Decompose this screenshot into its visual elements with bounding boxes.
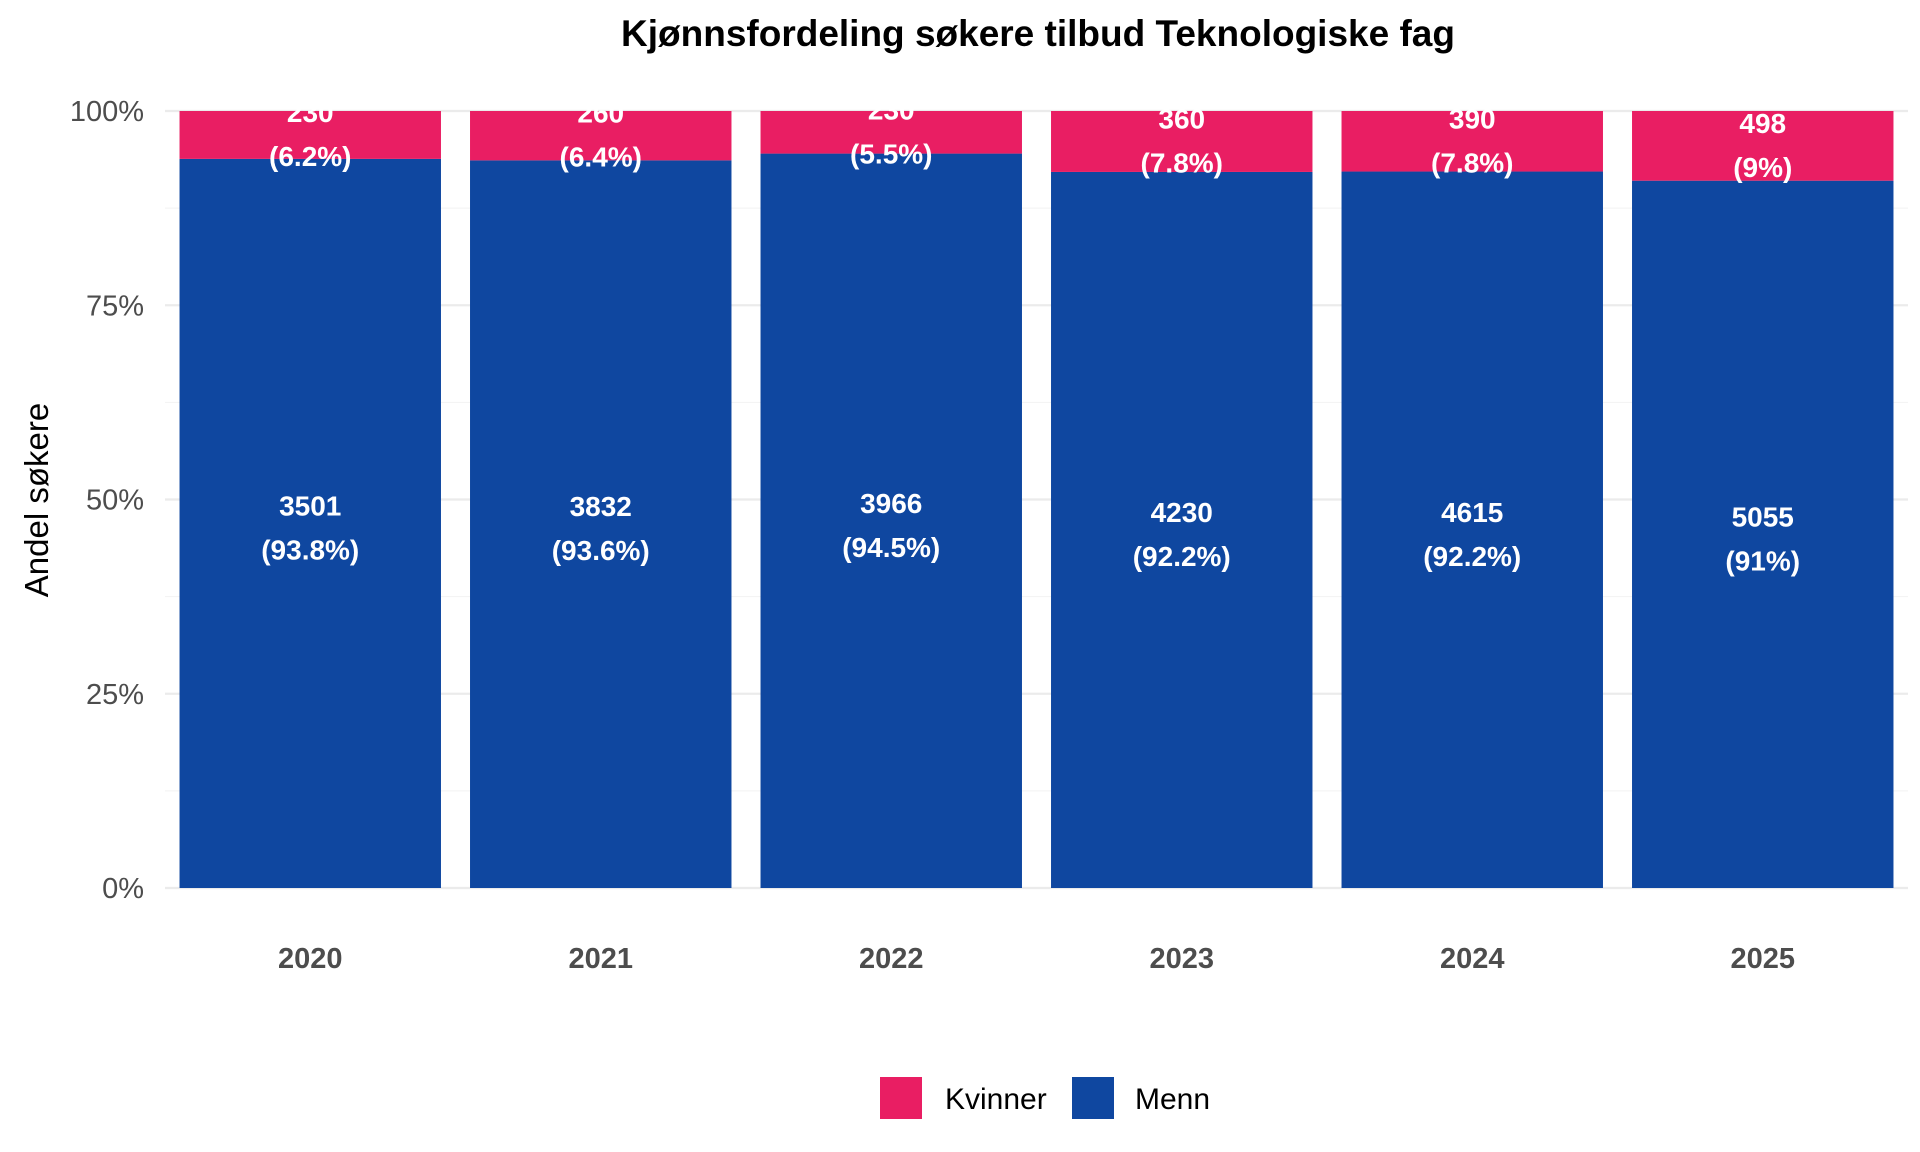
bar-menn-2021 — [470, 160, 732, 888]
legend-swatch-kvinner — [880, 1077, 922, 1119]
bar-value-label: 3832 — [570, 491, 632, 522]
bar-kvinner-2022 — [760, 111, 1022, 154]
bar-value-label: 260 — [577, 98, 624, 129]
legend: Kvinner Menn — [880, 1077, 1210, 1119]
y-tick-label: 50% — [86, 485, 144, 517]
bar-menn-2023 — [1051, 171, 1313, 889]
y-tick-label: 100% — [70, 96, 144, 128]
bar-percent-label: (92.2%) — [1423, 541, 1521, 572]
bar-percent-label: (94.5%) — [842, 532, 940, 563]
legend-swatch-menn — [1072, 1077, 1114, 1119]
x-tick-label: 2022 — [859, 943, 924, 975]
bar-value-label: 4615 — [1441, 497, 1503, 528]
bar-value-label: 230 — [287, 97, 334, 128]
y-axis-title: Andel søkere — [18, 403, 55, 597]
bar-percent-label: (93.6%) — [552, 535, 650, 566]
bar-menn-2025 — [1632, 180, 1894, 889]
y-axis-ticks: 0% 25% 50% 75% 100% — [70, 96, 144, 905]
x-tick-label: 2021 — [568, 943, 633, 975]
bar-value-label: 360 — [1158, 103, 1205, 134]
legend-label-menn: Menn — [1135, 1083, 1210, 1116]
bar-value-label: 390 — [1449, 103, 1496, 134]
y-tick-label: 75% — [86, 290, 144, 322]
legend-label-kvinner: Kvinner — [945, 1083, 1047, 1116]
bar-percent-label: (6.4%) — [560, 142, 642, 173]
bar-menn-2024 — [1341, 171, 1603, 888]
bar-percent-label: (92.2%) — [1133, 541, 1231, 572]
bar-value-label: 3501 — [279, 490, 341, 521]
bars — [179, 111, 1894, 889]
y-tick-label: 25% — [86, 679, 144, 711]
bar-percent-label: (7.8%) — [1431, 147, 1513, 178]
x-tick-label: 2024 — [1440, 943, 1505, 975]
bar-percent-label: (93.8%) — [261, 534, 359, 565]
x-tick-label: 2025 — [1730, 943, 1795, 975]
bar-labels: 3501 (93.8%) 230 (6.2%) 3832 (93.6%) 260 (6.4%)… — [261, 94, 1800, 576]
bar-menn-2020 — [179, 158, 441, 888]
x-tick-label: 2020 — [278, 943, 343, 975]
bar-percent-label: (7.8%) — [1141, 147, 1223, 178]
bar-percent-label: (9%) — [1733, 152, 1792, 183]
bar-value-label: 5055 — [1732, 501, 1794, 532]
y-tick-label: 0% — [102, 873, 144, 905]
bar-percent-label: (6.2%) — [269, 141, 351, 172]
bar-percent-label: (91%) — [1725, 545, 1800, 576]
x-axis-ticks: 2020 2021 2022 2023 2024 2025 — [278, 943, 1795, 975]
bar-value-label: 230 — [868, 94, 915, 125]
chart-title: Kjønnsfordeling søkere tilbud Teknologis… — [621, 13, 1455, 54]
bar-value-label: 4230 — [1151, 497, 1213, 528]
bar-value-label: 498 — [1739, 108, 1786, 139]
x-tick-label: 2023 — [1149, 943, 1214, 975]
bar-kvinner-2021 — [470, 111, 732, 161]
bar-kvinner-2020 — [179, 111, 441, 159]
bar-menn-2022 — [760, 153, 1022, 888]
bar-kvinner-2023 — [1051, 111, 1313, 172]
bar-kvinner-2025 — [1632, 111, 1894, 181]
bar-percent-label: (5.5%) — [850, 138, 932, 169]
bar-kvinner-2024 — [1341, 111, 1603, 172]
bar-value-label: 3966 — [860, 488, 922, 519]
